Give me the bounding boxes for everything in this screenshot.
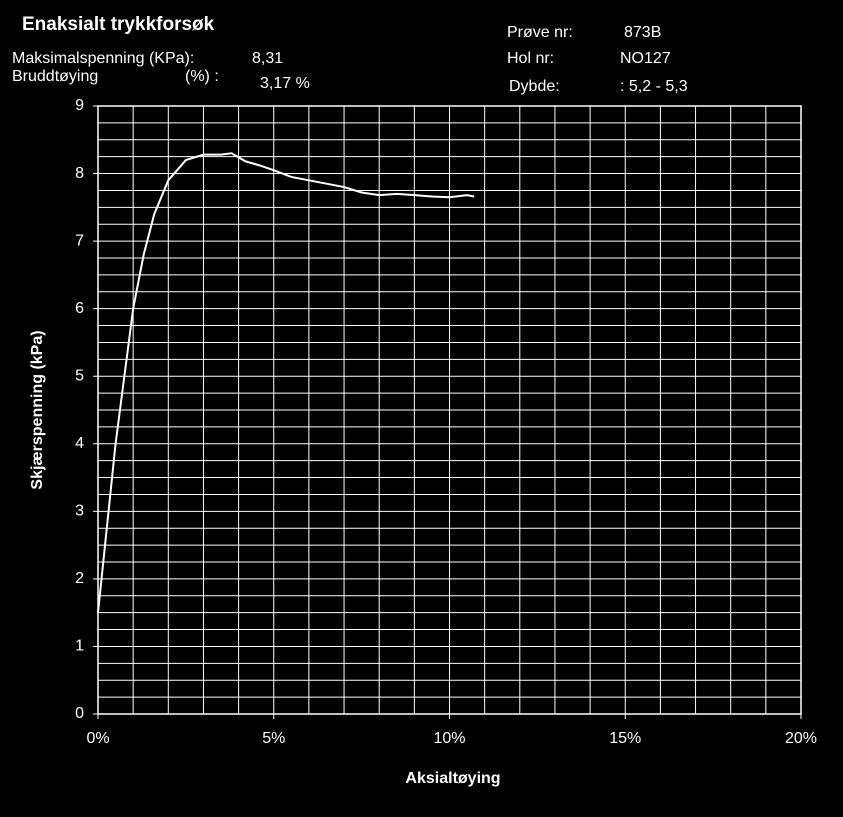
y-tick-label: 2	[75, 570, 84, 587]
y-tick-label: 6	[75, 300, 84, 317]
annotation: NO127	[620, 50, 671, 67]
y-tick-label: 5	[75, 367, 84, 384]
y-axis-label: Skjærspenning (kPa)	[29, 330, 46, 489]
annotation: : 5,2 - 5,3	[620, 78, 688, 95]
x-tick-label: 15%	[609, 730, 641, 747]
annotation: 3,17 %	[260, 75, 310, 92]
annotation: 8,31	[252, 50, 283, 67]
x-axis-label: Aksialtøying	[405, 770, 500, 787]
y-tick-label: 7	[75, 232, 84, 249]
y-tick-label: 3	[75, 503, 84, 520]
y-tick-label: 4	[75, 435, 84, 452]
x-tick-label: 5%	[262, 730, 285, 747]
y-tick-label: 9	[75, 97, 84, 114]
annotation: Hol nr:	[507, 50, 554, 67]
annotation: Bruddtøying	[12, 68, 98, 85]
annotation: Prøve nr:	[507, 24, 573, 41]
annotation: Dybde:	[509, 78, 560, 95]
y-tick-label: 0	[75, 705, 84, 722]
y-tick-label: 1	[75, 638, 84, 655]
x-tick-label: 10%	[433, 730, 465, 747]
annotation: 873B	[624, 24, 661, 41]
x-tick-label: 20%	[785, 730, 817, 747]
x-tick-label: 0%	[86, 730, 109, 747]
annotation: Maksimalspenning (KPa):	[12, 50, 194, 67]
annotation: (%) :	[185, 68, 219, 85]
data-line	[97, 152, 475, 613]
y-tick-label: 8	[75, 165, 84, 182]
chart-title: Enaksialt trykkforsøk	[22, 14, 215, 35]
